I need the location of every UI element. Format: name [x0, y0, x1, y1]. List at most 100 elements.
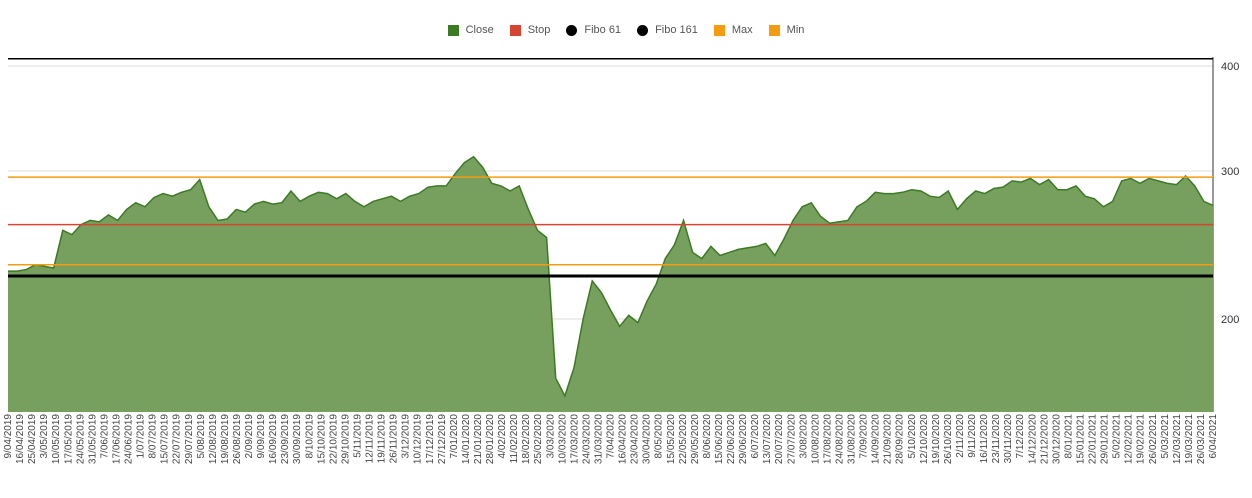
x-tick-label: 14/12/2020: [1027, 414, 1038, 464]
x-tick-label: 7/06/2019: [99, 414, 110, 459]
x-tick-label: 3/03/2020: [545, 414, 556, 459]
x-tick-label: 29/06/2020: [738, 414, 749, 464]
x-tick-label: 26/11/2019: [389, 414, 400, 464]
x-tick-label: 19/02/2021: [1136, 414, 1147, 464]
x-tick-label: 5/11/2019: [352, 414, 363, 458]
series-close-line: [8, 155, 1214, 398]
x-tick-label: 8/01/2021: [1063, 414, 1074, 459]
x-tick-label: 12/11/2019: [365, 414, 376, 464]
x-tick-label: 30/09/2019: [292, 414, 303, 464]
x-tick-label: 8/10/2019: [304, 414, 315, 459]
x-tick-label: 22/05/2020: [678, 414, 689, 464]
x-tick-label: 9/11/2020: [967, 414, 978, 458]
x-tick-label: 17/08/2020: [822, 414, 833, 464]
legend-item-3[interactable]: Fibo 161: [637, 24, 698, 36]
x-tick-label: 29/10/2019: [340, 414, 351, 464]
x-tick-label: 5/10/2020: [907, 414, 918, 459]
legend-label: Min: [786, 24, 805, 36]
x-tick-label: 2/11/2020: [955, 414, 966, 458]
x-tick-label: 15/05/2020: [666, 414, 677, 464]
y-tick-label-400: 400: [1221, 61, 1239, 73]
legend-swatch: [637, 24, 649, 36]
x-tick-label: 3/08/2020: [798, 414, 809, 459]
x-tick-label: 17/03/2020: [569, 414, 580, 464]
x-tick-label: 14/01/2020: [461, 414, 472, 464]
x-tick-label: 29/05/2020: [690, 414, 701, 464]
x-tick-label: 24/03/2020: [581, 414, 592, 464]
x-tick-label: 27/12/2019: [437, 414, 448, 464]
series-close-area: [8, 156, 1213, 412]
x-tick-label: 10/03/2020: [557, 414, 568, 464]
x-tick-label: 16/04/2019: [15, 414, 26, 464]
legend-item-0[interactable]: Close: [447, 24, 494, 36]
x-tick-label: 29/01/2021: [1100, 414, 1111, 464]
x-tick-label: 29/07/2019: [184, 414, 195, 464]
x-tick-label: 9/04/2019: [3, 414, 14, 459]
x-tick-label: 18/02/2020: [521, 414, 532, 464]
x-tick-label: 24/08/2020: [834, 414, 845, 464]
x-tick-label: 26/02/2021: [1148, 414, 1159, 464]
x-tick-label: 24/05/2019: [75, 414, 86, 464]
x-tick-label: 7/04/2020: [606, 414, 617, 459]
x-tick-label: 28/09/2020: [895, 414, 906, 464]
x-tick-label: 17/12/2019: [425, 414, 436, 464]
x-tick-label: 20/07/2020: [774, 414, 785, 464]
legend-item-2[interactable]: Fibo 61: [566, 24, 621, 36]
x-tick-label: 8/07/2019: [148, 414, 159, 459]
x-tick-label: 13/07/2020: [762, 414, 773, 464]
legend-swatch: [509, 24, 521, 36]
x-tick-label: 12/03/2021: [1172, 414, 1183, 464]
x-tick-label: 4/02/2020: [497, 414, 508, 459]
x-tick-label: 12/10/2020: [919, 414, 930, 464]
x-tick-label: 23/11/2020: [991, 414, 1002, 464]
x-tick-label: 8/05/2020: [654, 414, 665, 459]
legend-label: Fibo 161: [655, 24, 698, 36]
x-tick-label: 22/06/2020: [726, 414, 737, 464]
x-tick-label: 22/07/2019: [172, 414, 183, 464]
x-tick-label: 19/08/2019: [220, 414, 231, 464]
x-tick-label: 23/04/2020: [630, 414, 641, 464]
x-tick-label: 2/09/2019: [244, 414, 255, 459]
y-tick-label-300: 300: [1221, 166, 1239, 178]
x-tick-label: 16/11/2020: [979, 414, 990, 464]
x-tick-label: 10/12/2019: [413, 414, 424, 464]
legend-swatch: [768, 24, 780, 36]
x-tick-label: 9/09/2019: [256, 414, 267, 459]
legend-label: Stop: [527, 24, 551, 36]
legend-swatch: [566, 24, 578, 36]
x-tick-label: 5/02/2021: [1112, 414, 1123, 459]
x-tick-label: 19/10/2020: [931, 414, 942, 464]
legend-item-1[interactable]: Stop: [509, 24, 551, 36]
x-tick-label: 6/07/2020: [750, 414, 761, 459]
legend-label: Close: [465, 24, 494, 36]
x-tick-label: 7/09/2020: [859, 414, 870, 459]
x-tick-label: 8/06/2020: [702, 414, 713, 459]
x-tick-label: 16/09/2019: [268, 414, 279, 464]
x-tick-label: 28/01/2020: [485, 414, 496, 464]
x-tick-label: 22/10/2019: [328, 414, 339, 464]
x-tick-label: 31/05/2019: [87, 414, 98, 464]
x-tick-label: 10/05/2019: [51, 414, 62, 464]
y-tick-label-200: 200: [1221, 314, 1239, 326]
legend-item-5[interactable]: Min: [768, 24, 805, 36]
x-tick-label: 12/08/2019: [208, 414, 219, 464]
x-tick-label: 19/11/2019: [377, 414, 388, 464]
legend-item-4[interactable]: Max: [713, 24, 753, 36]
x-tick-label: 3/05/2019: [39, 414, 50, 459]
x-tick-label: 21/12/2020: [1039, 414, 1050, 464]
x-tick-label: 25/02/2020: [533, 414, 544, 464]
x-tick-label: 30/04/2020: [642, 414, 653, 464]
x-tick-label: 30/11/2020: [1003, 414, 1014, 464]
x-tick-label: 15/06/2020: [714, 414, 725, 464]
x-tick-label: 15/01/2021: [1075, 414, 1086, 464]
x-tick-label: 3/12/2019: [401, 414, 412, 459]
x-tick-label: 15/07/2019: [160, 414, 171, 464]
x-tick-label: 15/10/2019: [316, 414, 327, 464]
x-tick-label: 5/08/2019: [196, 414, 207, 459]
x-tick-label: 24/06/2019: [124, 414, 135, 464]
legend-label: Max: [731, 24, 753, 36]
x-tick-label: 16/04/2020: [618, 414, 629, 464]
x-tick-label: 31/03/2020: [593, 414, 604, 464]
x-tick-label: 21/01/2020: [473, 414, 484, 464]
x-tick-label: 21/09/2020: [883, 414, 894, 464]
